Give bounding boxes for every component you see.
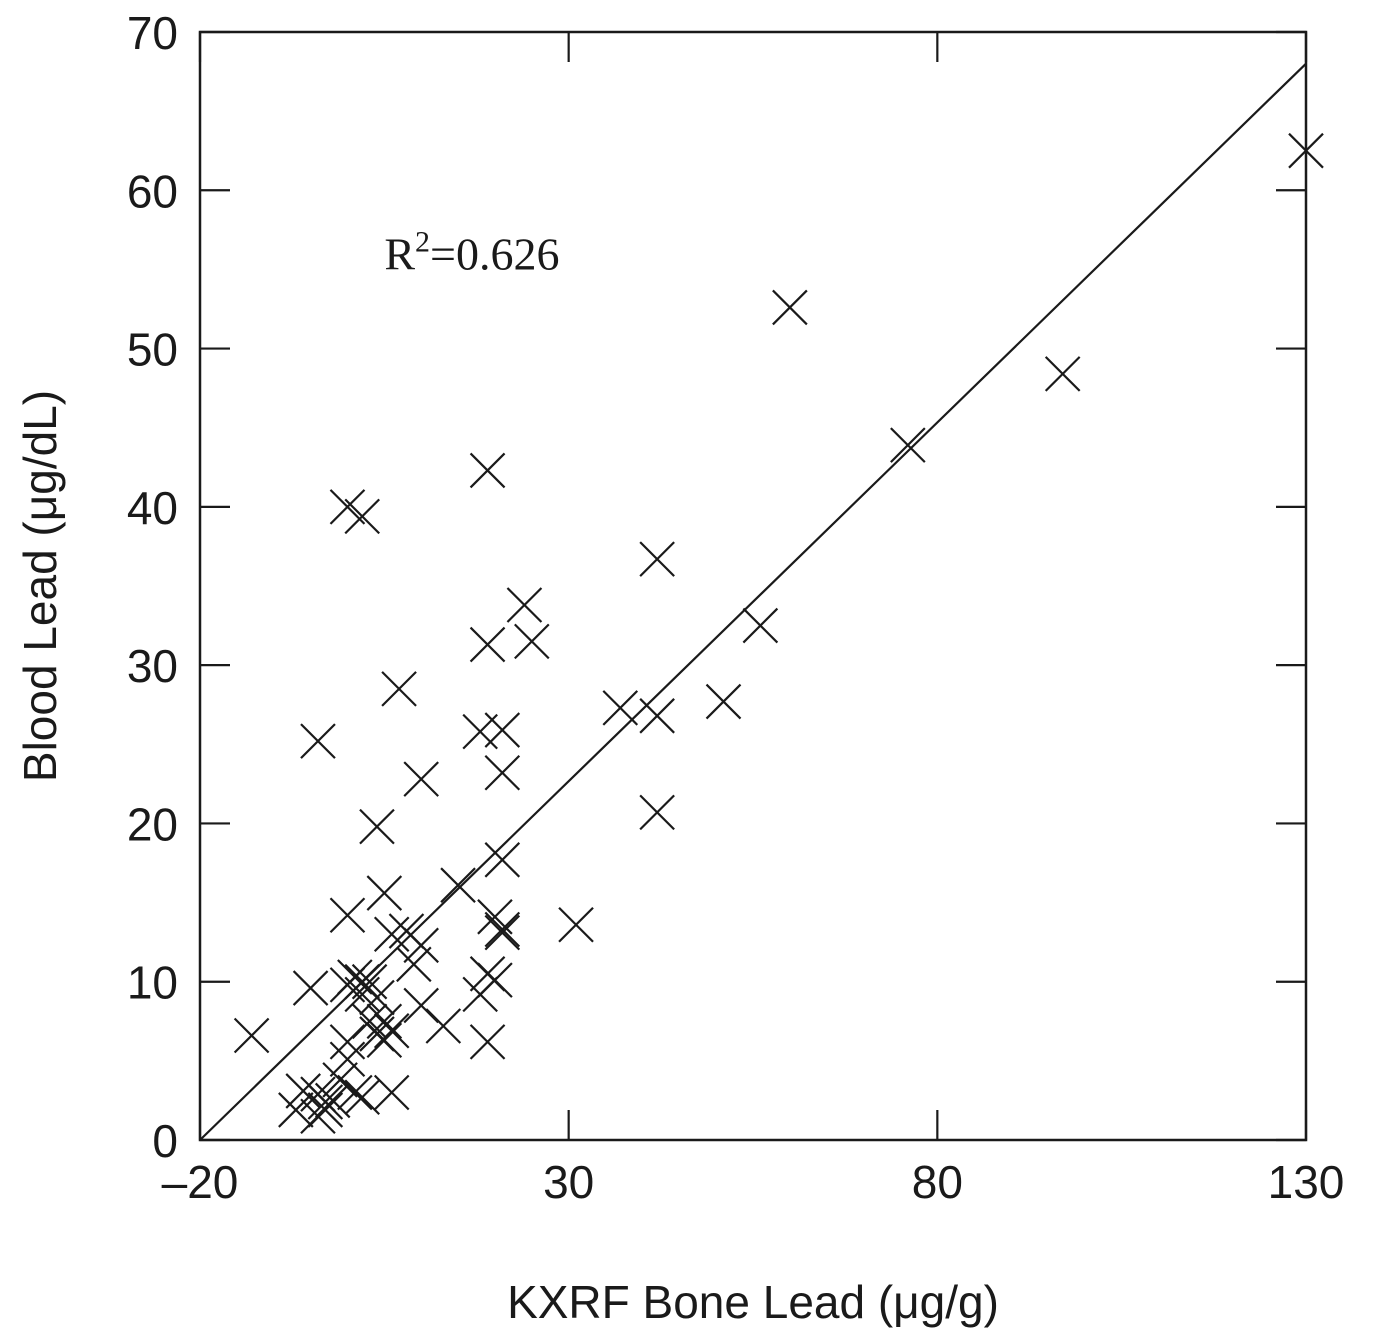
data-point [469,1024,506,1060]
x-tick-label: 30 [543,1156,594,1208]
data-point [772,289,808,326]
data-point [373,1013,410,1049]
x-axis-label: KXRF Bone Lead (μg/g) [507,1276,999,1328]
data-point [329,897,366,934]
data-point [403,761,439,797]
y-tick-label: 40 [127,482,178,534]
data-point [742,607,779,644]
x-tick-label: 80 [912,1156,963,1208]
data-point [300,723,336,759]
y-tick-label: 70 [127,7,178,59]
data-point [1288,132,1324,169]
data-point [639,794,675,831]
data-point [359,979,395,1016]
data-points [233,132,1324,1135]
data-point [285,1073,322,1109]
y-tick-label: 10 [127,957,178,1009]
r-squared-annotation: R2=0.626 [384,226,559,280]
data-point [381,671,417,707]
data-point [890,427,926,463]
data-point [366,875,403,911]
data-point [484,911,521,948]
data-point [440,867,476,903]
y-axis: 0 10 20 30 40 50 60 70 [127,7,1306,1167]
data-point [1044,356,1081,392]
x-tick-label: –20 [162,1156,239,1208]
data-point [484,842,521,878]
data-point [403,927,439,964]
data-point [484,754,521,791]
data-point [484,914,521,951]
data-point [278,1092,314,1128]
x-axis: –20 30 80 130 [162,32,1345,1208]
data-point [322,1062,358,1098]
y-tick-label: 0 [152,1115,178,1167]
data-point [329,489,366,525]
data-point [366,1022,403,1059]
data-point [329,1024,366,1060]
data-point [344,1079,380,1116]
data-point [300,1098,336,1135]
data-point [469,626,506,663]
data-point [337,1074,373,1111]
data-point [344,498,380,535]
data-point [514,623,550,660]
data-point [462,976,498,1013]
data-point [373,916,410,953]
y-tick-label: 20 [127,798,178,850]
data-point [462,713,498,750]
y-tick-label: 30 [127,640,178,692]
data-point [233,1017,270,1054]
y-tick-label: 50 [127,324,178,376]
data-point [639,698,675,734]
data-point [469,956,506,992]
data-point [329,1041,366,1078]
data-point [373,1074,410,1111]
data-point [396,946,432,983]
data-point [469,452,506,489]
y-tick-label: 60 [127,165,178,217]
x-tick-label: 130 [1268,1156,1345,1208]
data-point [705,683,742,720]
data-point [425,1008,462,1044]
data-point [359,808,395,845]
data-point [558,906,594,943]
data-point [602,690,639,726]
data-point [506,587,543,623]
regression-line [199,62,1307,1141]
data-point [639,541,675,577]
data-point [366,1003,403,1040]
plot-frame [198,30,1308,1142]
y-axis-label: Blood Lead (μg/dL) [14,390,66,782]
data-point [292,970,329,1006]
data-point [344,976,380,1013]
